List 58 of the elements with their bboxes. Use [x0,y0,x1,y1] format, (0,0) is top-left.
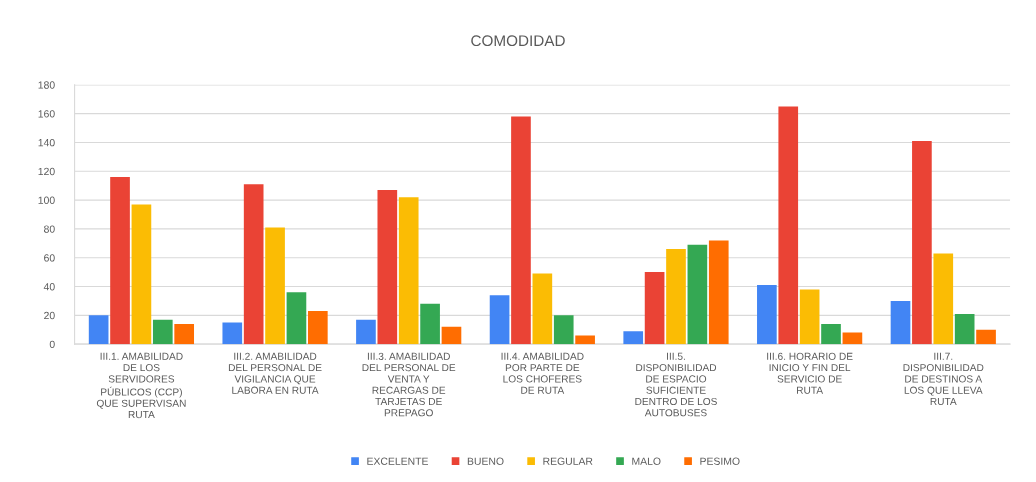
bar [890,300,911,345]
y-tick-label: 20 [44,311,55,320]
bar [687,244,708,345]
bar [842,332,863,345]
x-tick-label: III.1. AMABILIDAD DE LOS SERVIDORES PÚBLICOS (CCP) QUE SUPERVISAN RUTA [96,352,186,419]
bar [265,227,285,345]
x-tick-label: III.7. DISPONIBILIDAD DE DESTINOS A LOS QUE LLEVA RUTA [903,352,984,406]
bar [623,331,644,345]
bar [666,249,686,345]
bar [222,322,243,345]
y-tick-label: 100 [38,196,55,204]
bar [441,326,462,345]
bar [88,315,109,345]
y-tick-label: 0 [49,340,55,349]
y-tick-label: 140 [38,138,55,147]
bar [356,319,376,345]
bar [420,303,440,345]
bar [644,272,665,345]
chart-title: COMODIDAD [471,35,565,47]
bar [511,116,531,345]
y-tick-label: 40 [43,283,55,291]
bar [799,289,820,345]
y-tick-label: 160 [38,110,55,118]
bar [243,184,264,345]
legend-label: BUENO [467,457,504,465]
y-tick-label: 60 [44,254,55,262]
bar [933,253,954,345]
bar [912,141,932,345]
bar [489,295,510,345]
bar [954,313,975,345]
bar [307,311,328,345]
bar [708,240,729,345]
x-tick-label: III.4. AMABILIDAD POR PARTE DE LOS CHOFERES DE RUTA [501,352,584,394]
bar [757,285,777,345]
bar [821,323,841,345]
x-tick-label: III.3. AMABILIDAD DEL PERSONAL DE VENTA Y RECARGAS DE TARJETAS DE PREPAGO [362,352,456,417]
x-tick-label: III.6. HORARIO DE INICIO Y FIN DEL SERVICIO DE RUTA [767,352,853,394]
bar [286,292,307,345]
bar [152,319,173,345]
y-tick-label: 180 [38,81,55,89]
bar [976,329,996,345]
bar [778,106,799,345]
legend-label: EXCELENTE [367,457,428,465]
x-tick-label: III.5. DISPONIBILIDAD DE ESPACIO SUFICIENTE DENTRO DE LOS AUTOBUSES [635,352,717,417]
bar [174,323,195,345]
bar [131,204,152,345]
legend-label: PESIMO [700,457,740,465]
bar [575,335,595,345]
legend-label: REGULAR [543,457,593,465]
x-tick-label: III.2. AMABILIDAD DEL PERSONAL DE VIGILANCIA QUE LABORA EN RUTA [228,352,322,394]
legend-label: MALO [632,457,661,465]
bar [110,177,130,345]
bar [377,190,398,345]
bar [553,315,574,345]
y-tick-label: 120 [38,167,55,176]
bar [532,273,553,345]
bar [398,197,419,345]
y-tick-label: 80 [44,225,55,233]
